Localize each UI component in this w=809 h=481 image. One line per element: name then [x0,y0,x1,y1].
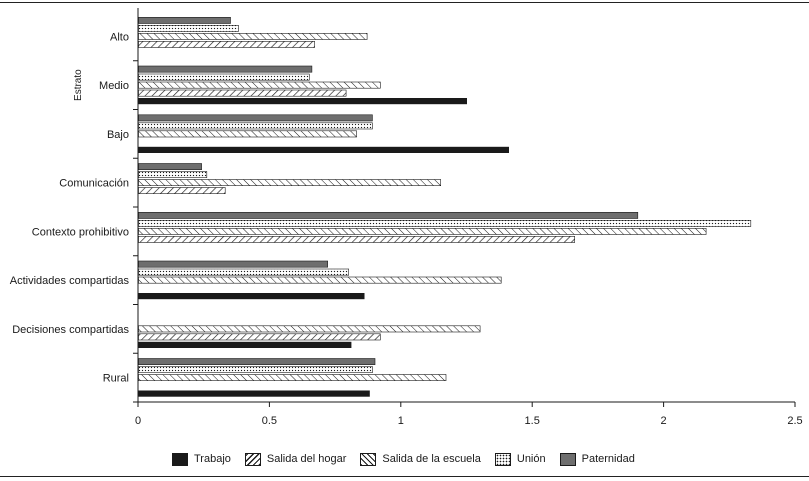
category-label-actividades-compartidas: Actividades compartidas [10,275,130,287]
bar-salida-de-la-escuela-contexto-prohibitivo [138,228,707,235]
bar-salida-de-la-escuela-medio [138,81,381,89]
legend-label-salida-de-la-escuela: Salida de la escuela [382,453,481,465]
category-label-contexto-prohibitivo: Contexto prohibitivo [32,226,129,238]
bar-salida-del-hogar-alto [138,40,315,48]
bar-salida-del-hogar-medio [138,89,347,97]
bar-trabajo-actividades-compartidas [138,293,365,300]
bar-paternidad-medio [138,65,313,73]
bar-union-contexto-prohibitivo [138,220,752,227]
bar-trabajo-medio [138,98,467,105]
legend-item-trabajo: Trabajo [172,452,231,466]
bar-salida-del-hogar-decisiones-compartidas [138,333,381,341]
top-rule [0,2,809,3]
legend-item-union: Unión [494,452,546,466]
legend-label-paternidad: Paternidad [581,453,635,465]
bar-paternidad-bajo [138,114,373,122]
legend-label-trabajo: Trabajo [194,453,231,465]
bar-trabajo-bajo [138,146,509,153]
bar-paternidad-contexto-prohibitivo [138,212,639,219]
bar-salida-de-la-escuela-comunicacion [138,179,442,186]
legend-swatch-salida-de-la-escuela [360,452,377,466]
x-tick-label: 1 [398,415,404,427]
bottom-rule [0,476,809,477]
bar-salida-de-la-escuela-alto [138,32,368,40]
group-axis-label: Estrato [73,69,84,101]
category-label-alto: Alto [110,31,129,43]
category-label-decisiones-compartidas: Decisiones compartidas [12,324,129,336]
legend-swatch-union [494,452,511,466]
bar-union-comunicacion [138,171,208,178]
category-label-bajo: Bajo [107,129,129,141]
bar-paternidad-comunicacion [138,163,202,170]
bar-paternidad-rural [138,358,376,365]
bar-salida-de-la-escuela-actividades-compartidas [138,276,502,284]
legend-item-salida-del-hogar: Salida del hogar [244,452,347,466]
bar-salida-de-la-escuela-rural [138,374,447,381]
bar-union-bajo [138,122,373,130]
x-tick-label: 1.5 [525,415,540,427]
legend-swatch-trabajo [172,452,188,466]
x-tick-label: 0 [135,415,141,427]
bar-chart: 0 0.5 1 1.5 2 2.5 Alto Medio Bajo Comunicación Con… [10,8,803,427]
legend-item-salida-de-la-escuela: Salida de la escuela [360,452,481,466]
category-label-comunicacion: Comunicación [59,178,129,190]
bar-trabajo-rural [138,390,370,397]
bar-salida-de-la-escuela-bajo [138,130,357,138]
bar-union-actividades-compartidas [138,268,349,276]
bar-union-medio [138,73,310,81]
category-label-medio: Medio [99,80,129,92]
bar-union-rural [138,366,373,373]
legend-label-union: Unión [516,453,546,465]
bar-paternidad-actividades-compartidas [138,260,328,268]
x-tick-label: 2 [661,415,667,427]
bar-paternidad-alto [138,16,231,24]
category-label-rural: Rural [103,373,129,385]
bar-salida-de-la-escuela-decisiones-compartidas [138,325,481,333]
legend: Trabajo Salida del hogar Salida de la escu… [172,450,649,468]
bar-salida-del-hogar-comunicacion [138,187,226,194]
bar-salida-del-hogar-contexto-prohibitivo [138,236,576,243]
legend-swatch-salida-del-hogar [244,452,261,466]
x-tick-label: 0.5 [262,415,277,427]
bar-trabajo-decisiones-compartidas [138,341,352,348]
legend-item-paternidad: Paternidad [559,452,635,466]
legend-swatch-paternidad [559,452,576,466]
x-tick-label: 2.5 [787,415,802,427]
legend-label-salida-del-hogar: Salida del hogar [266,453,347,465]
bar-union-alto [138,24,239,32]
